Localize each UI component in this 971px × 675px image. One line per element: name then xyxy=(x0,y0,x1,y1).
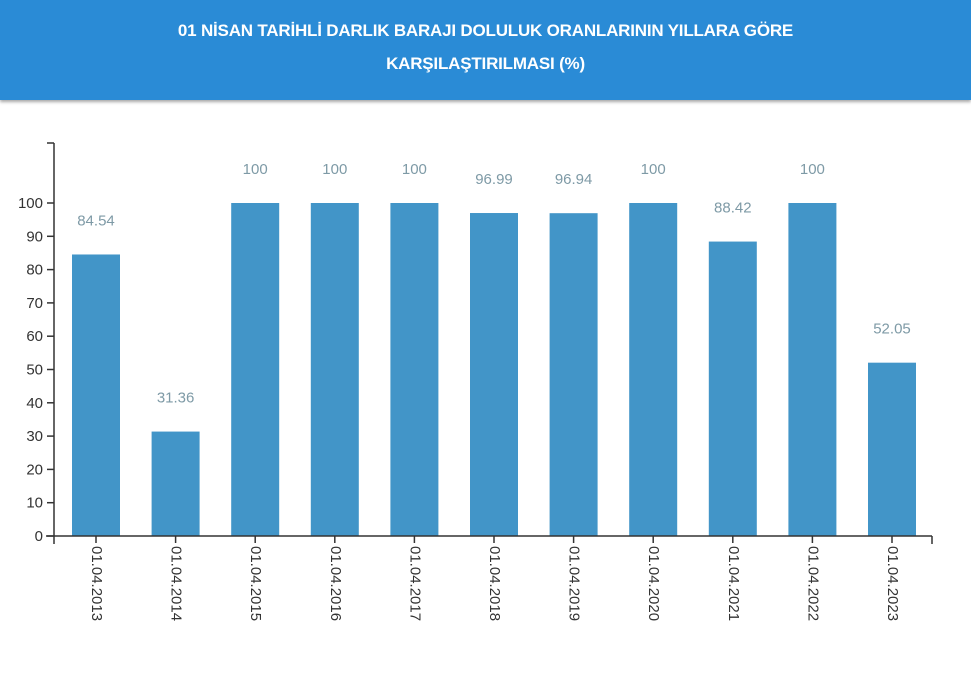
value-label: 100 xyxy=(322,161,347,178)
value-label: 100 xyxy=(402,161,427,178)
bar-01.04.2022 xyxy=(788,203,837,536)
x-tick-label: 01.04.2016 xyxy=(327,546,344,621)
x-tick-label: 01.04.2020 xyxy=(645,546,662,621)
bar-01.04.2018 xyxy=(470,213,518,536)
bar-01.04.2023 xyxy=(868,362,916,536)
x-tick-label: 01.04.2013 xyxy=(88,546,105,621)
x-tick-label: 01.04.2022 xyxy=(804,546,821,621)
value-label: 96.94 xyxy=(555,171,593,188)
bar-01.04.2016 xyxy=(310,203,359,536)
bars-group: 84.54 31.36 100 100 100 96.99 96.94 100 88.42 100… xyxy=(72,161,916,536)
y-tick-label: 50 xyxy=(26,362,43,379)
bar-01.04.2014 xyxy=(151,431,200,536)
bar-01.04.2015 xyxy=(231,203,280,536)
y-tick-label: 80 xyxy=(26,262,43,279)
x-tick-label: 01.04.2019 xyxy=(566,546,583,621)
chart-header: 01 NİSAN TARİHLİ DARLIK BARAJI DOLULUK O… xyxy=(0,0,971,100)
y-tick-label: 100 xyxy=(18,195,43,212)
y-tick-label: 30 xyxy=(26,428,43,445)
value-label: 31.36 xyxy=(157,390,195,407)
x-tick-label: 01.04.2018 xyxy=(486,546,503,621)
bar-01.04.2013 xyxy=(72,254,120,536)
value-label: 88.42 xyxy=(714,200,752,217)
bar-01.04.2019 xyxy=(549,213,598,536)
value-label: 100 xyxy=(243,161,268,178)
y-tick-label: 60 xyxy=(26,328,43,345)
value-label: 96.99 xyxy=(475,171,513,188)
chart-title-line2: KARŞILAŞTIRILMASI (%) xyxy=(386,54,585,73)
axes-group: 01.04.2013 01.04.2014 01.04.2015 01.04.2016… xyxy=(18,142,933,621)
value-label: 100 xyxy=(641,161,666,178)
value-label: 100 xyxy=(800,161,825,178)
y-tick-label: 20 xyxy=(26,461,43,478)
y-tick-label: 10 xyxy=(26,495,43,512)
x-tick-label: 01.04.2014 xyxy=(168,546,185,621)
y-tick-label: 0 xyxy=(35,528,43,545)
x-tick-label: 01.04.2023 xyxy=(884,546,901,621)
y-tick-label: 90 xyxy=(26,228,43,245)
bar-01.04.2020 xyxy=(629,203,678,536)
bar-01.04.2021 xyxy=(708,241,757,536)
value-label: 84.54 xyxy=(77,212,115,229)
x-tick-label: 01.04.2015 xyxy=(247,546,264,621)
y-tick-label: 70 xyxy=(26,295,43,312)
chart-title-line1: 01 NİSAN TARİHLİ DARLIK BARAJI DOLULUK O… xyxy=(177,21,794,40)
y-tick-label: 40 xyxy=(26,395,43,412)
value-label: 52.05 xyxy=(873,321,911,338)
x-tick-label: 01.04.2017 xyxy=(406,546,423,621)
x-tick-label: 01.04.2021 xyxy=(725,546,742,621)
bar-01.04.2017 xyxy=(390,203,439,536)
